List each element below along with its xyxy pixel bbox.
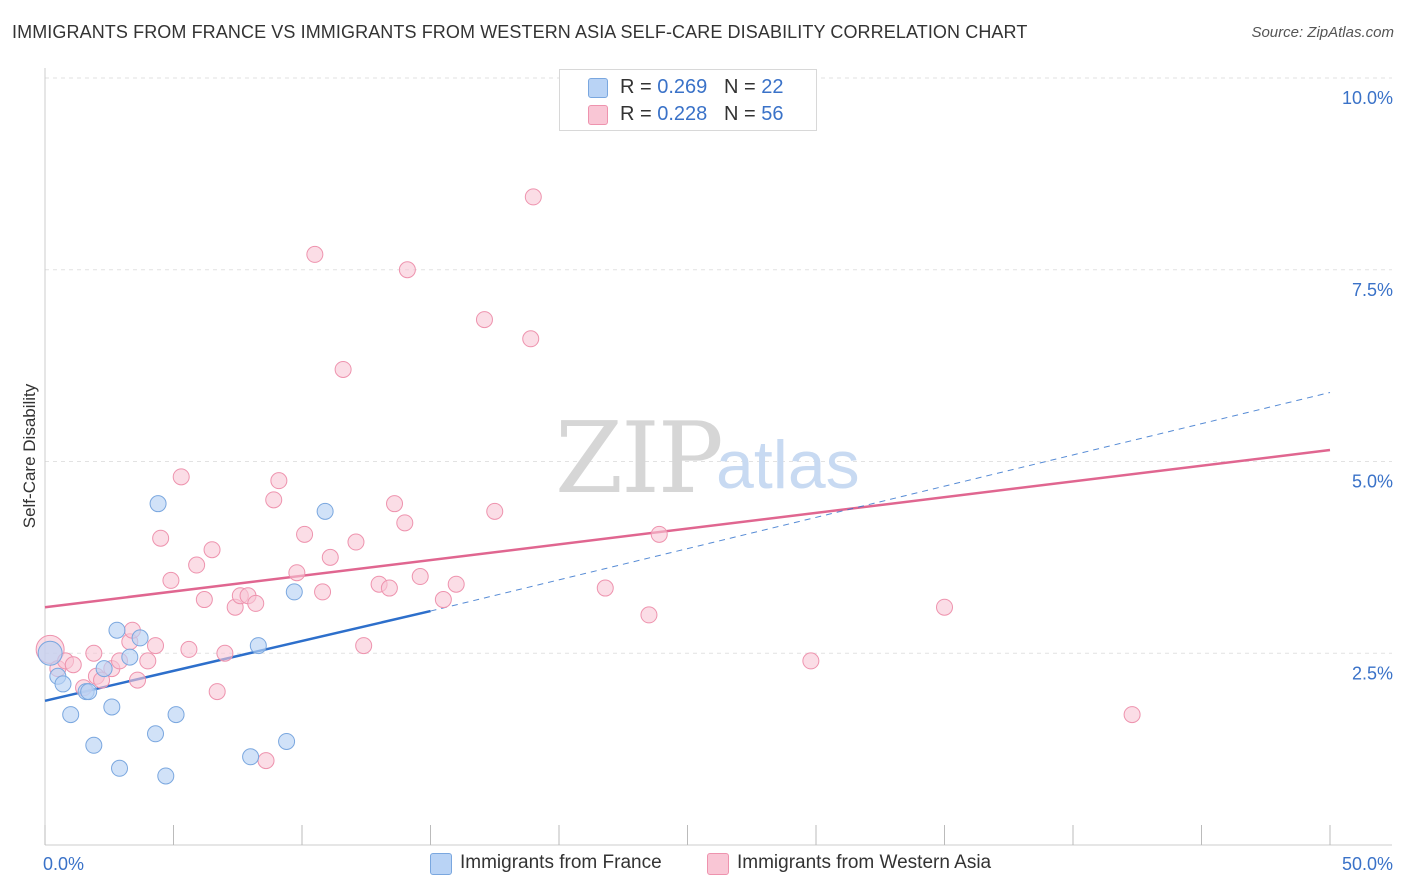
- point-western-asia: [334, 360, 352, 378]
- point-france: [149, 495, 167, 513]
- y-axis-label: Self-Care Disability: [20, 383, 39, 528]
- point-western-asia: [398, 261, 416, 279]
- point-france: [242, 748, 260, 766]
- point-western-asia: [936, 598, 953, 616]
- y-tick-label: 5.0%: [1352, 472, 1393, 492]
- point-france: [167, 706, 185, 724]
- point-western-asia: [257, 752, 275, 770]
- point-western-asia: [152, 529, 170, 547]
- point-france: [95, 660, 113, 678]
- point-france: [62, 706, 80, 724]
- point-western-asia: [162, 571, 180, 589]
- point-france: [121, 648, 139, 666]
- point-france: [103, 698, 121, 716]
- point-western-asia: [64, 656, 82, 674]
- point-france: [111, 759, 129, 777]
- stats-legend: R = 0.269 N = 22 R = 0.228 N = 56: [559, 69, 817, 131]
- point-france: [147, 725, 165, 743]
- point-western-asia: [396, 514, 414, 532]
- point-western-asia: [139, 652, 157, 670]
- point-france: [85, 736, 103, 754]
- tick-labels: 2.5% 5.0% 7.5% 10.0% 0.0% 50.0% Self-Care Disa…: [20, 88, 1393, 874]
- point-western-asia: [447, 575, 465, 593]
- point-france: [285, 583, 303, 601]
- point-western-asia: [180, 640, 198, 658]
- point-western-asia: [195, 591, 213, 609]
- point-france: [54, 675, 72, 693]
- point-france: [249, 637, 267, 655]
- legend-label-western-asia: Immigrants from Western Asia: [737, 852, 992, 873]
- point-western-asia: [216, 644, 234, 662]
- source-note: Source: ZipAtlas.com: [1251, 24, 1394, 41]
- point-western-asia: [650, 525, 668, 543]
- gridlines: [45, 77, 1392, 654]
- stats-legend-text-western-asia: R = 0.228 N = 56: [620, 103, 784, 125]
- y-tick-label: 7.5%: [1352, 280, 1393, 300]
- stats-legend-text-france: R = 0.269 N = 22: [620, 76, 784, 98]
- point-western-asia: [172, 468, 190, 486]
- point-western-asia: [475, 311, 493, 329]
- x-tick-label: 50.0%: [1342, 854, 1393, 874]
- point-western-asia: [129, 671, 147, 689]
- point-france: [108, 621, 126, 639]
- western-asia-swatch: [588, 105, 608, 125]
- point-western-asia: [434, 591, 452, 609]
- point-france: [278, 732, 296, 750]
- point-western-asia: [208, 683, 226, 701]
- y-tick-label: 2.5%: [1352, 663, 1393, 683]
- point-western-asia: [355, 637, 373, 655]
- point-western-asia: [1123, 706, 1141, 724]
- point-western-asia: [522, 330, 540, 348]
- point-western-asia: [524, 188, 542, 206]
- y-tick-label: 10.0%: [1342, 88, 1393, 108]
- point-western-asia: [147, 637, 165, 655]
- chart-title: IMMIGRANTS FROM FRANCE VS IMMIGRANTS FRO…: [12, 22, 1028, 42]
- trend-line-france-extrapolated: [430, 391, 1331, 612]
- point-western-asia: [296, 525, 314, 543]
- point-western-asia: [188, 556, 206, 574]
- legend-label-france: Immigrants from France: [460, 852, 662, 873]
- point-western-asia: [347, 533, 365, 551]
- data-points: [35, 188, 1141, 785]
- point-western-asia: [640, 606, 658, 624]
- point-western-asia: [596, 579, 614, 597]
- point-western-asia: [306, 245, 324, 263]
- point-western-asia: [270, 472, 288, 490]
- point-france: [80, 683, 98, 701]
- point-france: [157, 767, 175, 785]
- point-western-asia: [321, 548, 339, 566]
- point-western-asia: [203, 541, 221, 559]
- trend-lines: [44, 391, 1331, 703]
- point-western-asia: [85, 644, 103, 662]
- point-western-asia: [265, 491, 283, 509]
- point-france: [37, 640, 63, 666]
- legend-swatch-france: [430, 853, 452, 875]
- point-western-asia: [486, 502, 504, 520]
- trend-line-france: [44, 609, 431, 703]
- axes: [44, 68, 1392, 846]
- point-western-asia: [314, 583, 332, 601]
- point-western-asia: [386, 495, 404, 513]
- point-western-asia: [247, 594, 265, 612]
- legend-swatch-western-asia: [707, 853, 729, 875]
- watermark-zip: ZIP: [555, 402, 722, 516]
- point-france: [316, 502, 334, 520]
- series-legend: Immigrants from France Immigrants from W…: [0, 852, 1406, 878]
- point-france: [131, 629, 149, 647]
- point-western-asia: [380, 579, 398, 597]
- france-swatch: [588, 78, 608, 98]
- point-western-asia: [411, 568, 429, 586]
- point-western-asia: [288, 564, 306, 582]
- x-tick-label: 0.0%: [43, 854, 84, 874]
- trend-line-western-asia: [44, 448, 1331, 609]
- watermark-atlas: atlas: [716, 427, 860, 503]
- point-western-asia: [802, 652, 820, 670]
